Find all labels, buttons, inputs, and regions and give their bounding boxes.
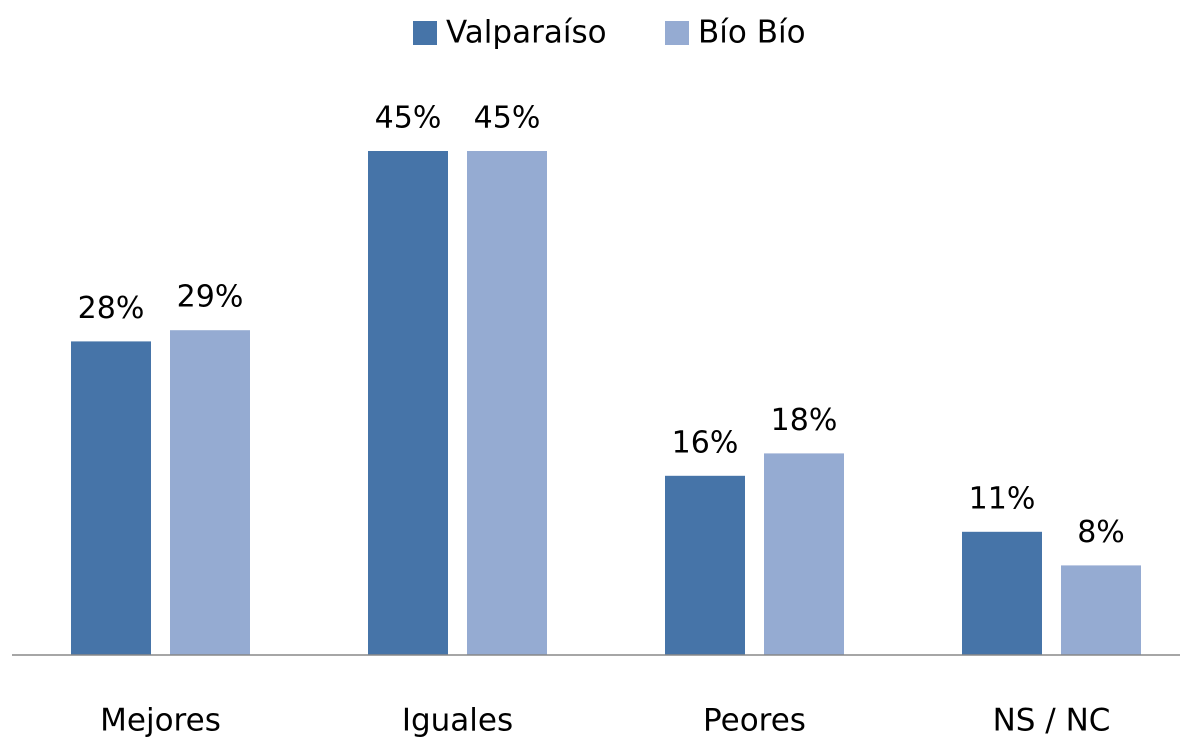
legend-swatch — [413, 21, 437, 45]
data-label: 28% — [78, 291, 145, 326]
x-tick-label: Mejores — [100, 703, 221, 739]
bar — [764, 453, 844, 655]
legend-label: Bío Bío — [698, 15, 806, 51]
x-tick-label: Iguales — [402, 703, 513, 739]
bar — [467, 151, 547, 655]
x-tick-label: NS / NC — [993, 703, 1111, 739]
data-label: 45% — [474, 101, 541, 136]
bar — [962, 531, 1042, 655]
x-tick-label: Peores — [703, 703, 806, 739]
bar — [665, 475, 745, 655]
data-label: 29% — [177, 280, 244, 315]
data-label: 45% — [375, 101, 442, 136]
bar — [170, 330, 250, 655]
bar — [1061, 565, 1141, 655]
data-label: 8% — [1077, 515, 1125, 550]
data-label: 16% — [672, 425, 739, 460]
bar — [71, 341, 151, 655]
bar — [368, 151, 448, 655]
legend-swatch — [665, 21, 689, 45]
data-label: 18% — [771, 403, 838, 438]
data-label: 11% — [969, 481, 1036, 516]
legend-label: Valparaíso — [446, 15, 607, 51]
